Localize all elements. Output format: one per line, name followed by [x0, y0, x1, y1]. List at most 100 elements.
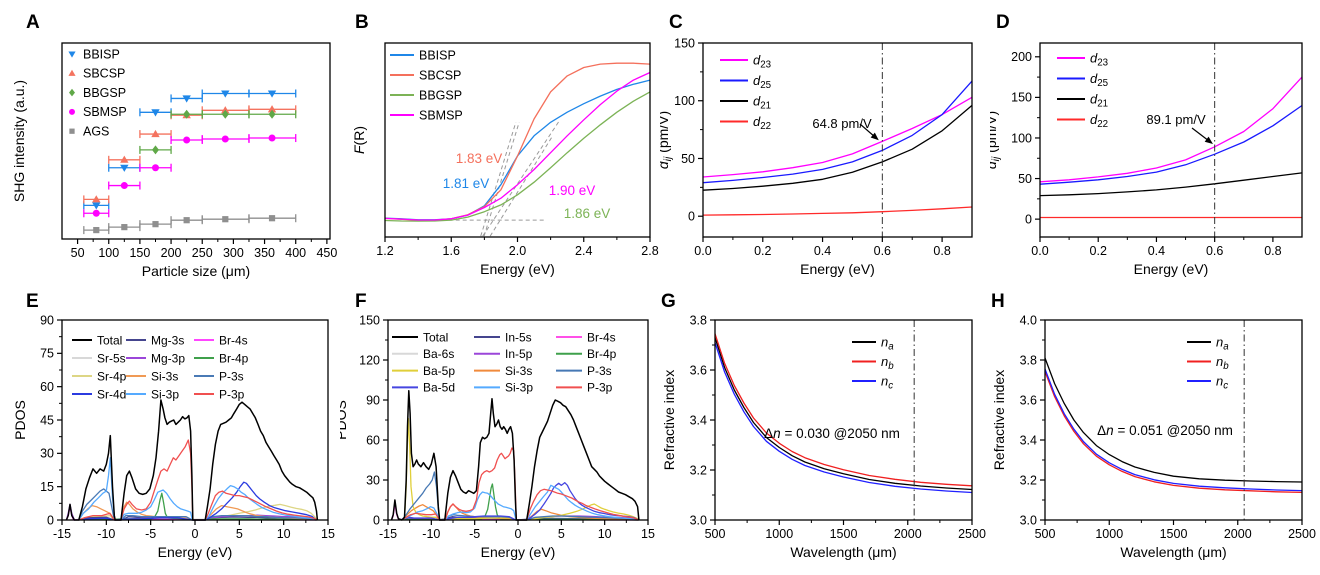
svg-text:Refractive index: Refractive index — [991, 370, 1007, 470]
svg-text:1.6: 1.6 — [443, 244, 460, 258]
svg-text:5: 5 — [558, 527, 565, 541]
panel-f: F -15 -10 -5 0 5 10 15 0 30 60 90 120 150 Energy (eV)… — [340, 290, 660, 575]
svg-text:In-5s: In-5s — [505, 330, 532, 344]
svg-text:1500: 1500 — [830, 527, 858, 541]
svg-text:nb: nb — [881, 354, 894, 372]
svg-text:SHG intensity (a.u.): SHG intensity (a.u.) — [11, 80, 27, 202]
svg-text:d21: d21 — [753, 93, 771, 111]
svg-text:200: 200 — [161, 246, 182, 260]
svg-text:450: 450 — [316, 246, 337, 260]
svg-text:In-5p: In-5p — [505, 347, 533, 361]
svg-text:75: 75 — [40, 347, 54, 361]
svg-text:nc: nc — [1216, 373, 1228, 391]
panel-b: B 1.2 1.6 2.0 2.4 2.8 Energy (eV) F(R) BBISP SBC… — [340, 0, 660, 290]
svg-text:500: 500 — [705, 527, 726, 541]
svg-text:Br-4s: Br-4s — [587, 330, 616, 344]
svg-text:0: 0 — [1025, 212, 1032, 226]
svg-text:Mg-3p: Mg-3p — [151, 351, 185, 365]
svg-text:0: 0 — [373, 513, 380, 527]
svg-text:100: 100 — [674, 94, 695, 108]
svg-text:PDOS: PDOS — [12, 400, 28, 440]
svg-text:100: 100 — [98, 246, 119, 260]
svg-text:3.6: 3.6 — [690, 363, 707, 377]
svg-text:na: na — [881, 334, 894, 352]
svg-text:d22: d22 — [753, 114, 771, 132]
svg-text:Ba-5p: Ba-5p — [423, 364, 455, 378]
svg-text:3.4: 3.4 — [690, 413, 707, 427]
svg-text:BBGSP: BBGSP — [419, 88, 462, 102]
svg-text:150: 150 — [129, 246, 150, 260]
svg-text:120: 120 — [359, 353, 380, 367]
svg-text:2500: 2500 — [1288, 527, 1316, 541]
svg-text:2.0: 2.0 — [509, 244, 526, 258]
svg-text:-5: -5 — [469, 527, 480, 541]
panel-label-h: H — [991, 291, 1005, 312]
svg-text:1.2: 1.2 — [376, 244, 393, 258]
svg-text:5: 5 — [236, 527, 243, 541]
svg-text:Mg-3s: Mg-3s — [151, 333, 184, 347]
chart-H: 500 1000 1500 2000 2500 3.0 3.2 3.4 3.6 3.8 4.0 Wav… — [991, 313, 1316, 560]
svg-text:SBMSP: SBMSP — [419, 108, 463, 122]
svg-text:89.1 pm/V: 89.1 pm/V — [1146, 112, 1206, 127]
svg-text:15: 15 — [321, 527, 335, 541]
svg-text:0: 0 — [192, 527, 199, 541]
svg-text:50: 50 — [71, 246, 85, 260]
svg-text:AGS: AGS — [83, 125, 109, 139]
svg-text:Δn = 0.051 @2050 nm: Δn = 0.051 @2050 nm — [1097, 423, 1233, 438]
panel-label-f: F — [355, 291, 367, 312]
svg-text:60: 60 — [40, 380, 54, 394]
svg-text:BBGSP: BBGSP — [83, 86, 126, 100]
svg-text:Energy (eV): Energy (eV) — [481, 544, 556, 560]
svg-text:Si-3p: Si-3p — [505, 381, 533, 395]
svg-text:Energy (eV): Energy (eV) — [1134, 261, 1209, 277]
svg-text:0.0: 0.0 — [694, 244, 711, 258]
svg-text:Energy (eV): Energy (eV) — [480, 261, 555, 277]
svg-text:300: 300 — [223, 246, 244, 260]
svg-text:0.6: 0.6 — [1206, 244, 1223, 258]
svg-text:3.4: 3.4 — [1020, 433, 1037, 447]
svg-text:1500: 1500 — [1160, 527, 1188, 541]
svg-text:90: 90 — [40, 313, 54, 327]
svg-text:30: 30 — [366, 473, 380, 487]
svg-text:10: 10 — [598, 527, 612, 541]
svg-text:BBISP: BBISP — [83, 47, 120, 61]
svg-text:1.90 eV: 1.90 eV — [549, 183, 596, 198]
svg-text:0.4: 0.4 — [814, 244, 831, 258]
svg-text:d23: d23 — [753, 52, 771, 70]
svg-text:Si-3s: Si-3s — [151, 369, 178, 383]
svg-text:50: 50 — [681, 152, 695, 166]
svg-text:0: 0 — [515, 527, 522, 541]
svg-text:Si-3s: Si-3s — [505, 364, 532, 378]
svg-text:0: 0 — [47, 513, 54, 527]
svg-text:P-3s: P-3s — [219, 369, 244, 383]
svg-text:60: 60 — [366, 433, 380, 447]
chart-C: 0.0 0.2 0.4 0.6 0.8 0 50 100 150 Energy (eV) dij (… — [660, 36, 973, 277]
svg-text:dij (pm/V): dij (pm/V) — [990, 111, 1002, 169]
svg-text:PDOS: PDOS — [340, 400, 349, 440]
svg-text:0.4: 0.4 — [1148, 244, 1165, 258]
svg-text:2.4: 2.4 — [575, 244, 592, 258]
chart-E: -15 -10 -5 0 5 10 15 0 15 30 45 60 75 90 Energy (eV) PD… — [12, 313, 335, 560]
panel-c: C 0.0 0.2 0.4 0.6 0.8 0 50 100 150 Energy (eV) dij… — [660, 0, 990, 290]
svg-text:150: 150 — [674, 36, 695, 50]
svg-text:SBCSP: SBCSP — [419, 68, 461, 82]
svg-text:15: 15 — [641, 527, 655, 541]
svg-text:4.0: 4.0 — [1020, 313, 1037, 327]
svg-text:-5: -5 — [145, 527, 156, 541]
svg-text:50: 50 — [1018, 172, 1032, 186]
svg-text:SBCSP: SBCSP — [83, 67, 125, 81]
panel-g: G 500 1000 1500 2000 2500 3.0 3.2 3.4 3.6 3.8 Wave… — [660, 290, 990, 575]
svg-text:45: 45 — [40, 413, 54, 427]
svg-text:dij (pm/V): dij (pm/V) — [660, 111, 674, 169]
panel-label-d: D — [996, 12, 1010, 33]
svg-text:350: 350 — [254, 246, 275, 260]
svg-text:100: 100 — [1011, 131, 1032, 145]
svg-text:SBMSP: SBMSP — [83, 105, 127, 119]
svg-text:Sr-4d: Sr-4d — [97, 387, 126, 401]
svg-text:10: 10 — [277, 527, 291, 541]
svg-text:1000: 1000 — [765, 527, 793, 541]
svg-text:na: na — [1216, 334, 1229, 352]
svg-text:-15: -15 — [379, 527, 397, 541]
